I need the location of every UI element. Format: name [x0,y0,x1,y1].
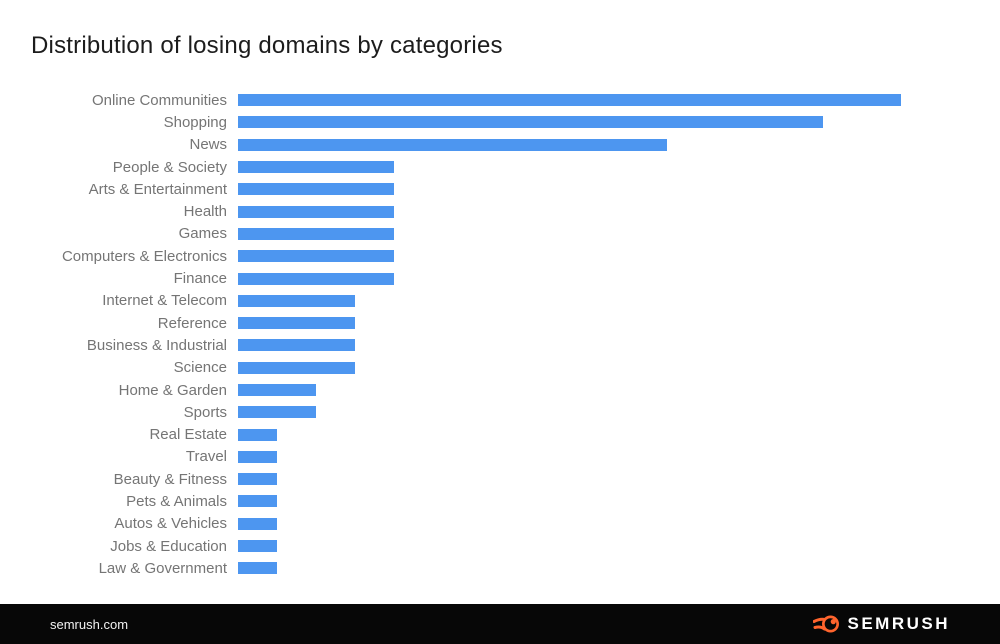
bar-track [238,94,1000,107]
bar-chart: Online Communities Shopping News People & S… [0,89,1000,580]
bar [238,116,823,129]
category-label: Autos & Vehicles [114,515,227,533]
bar [238,138,667,151]
category-label: Pets & Animals [126,492,227,510]
bar-track [238,517,1000,530]
chart-row: News [0,134,1000,156]
bar [238,428,277,441]
category-label: Arts & Entertainment [88,180,227,198]
bar-track [238,227,1000,240]
bar-track [238,294,1000,307]
bar [238,227,394,240]
bar [238,562,277,575]
bar-track [238,161,1000,174]
bar-track [238,205,1000,218]
chart-row: Games [0,223,1000,245]
bar [238,406,316,419]
chart-row: Arts & Entertainment [0,178,1000,200]
bar-track [238,473,1000,486]
bar [238,294,355,307]
category-label: Science [173,359,227,377]
bar-track [238,428,1000,441]
chart-row: Law & Government [0,557,1000,579]
bar-track [238,138,1000,151]
chart-row: Science [0,357,1000,379]
bar [238,450,277,463]
bar-track [238,361,1000,374]
category-label: Reference [157,314,227,332]
chart-row: Computers & Electronics [0,245,1000,267]
category-label: Health [183,203,227,221]
chart-row: Health [0,200,1000,222]
chart-row: Autos & Vehicles [0,513,1000,535]
category-label: Sports [183,403,227,421]
bar [238,272,394,285]
category-label: News [189,136,227,154]
chart-row: Business & Industrial [0,334,1000,356]
category-label: Computers & Electronics [61,247,227,265]
bar-track [238,406,1000,419]
chart-row: Beauty & Fitness [0,468,1000,490]
category-label: Real Estate [149,426,227,444]
category-label: People & Society [112,158,227,176]
category-label: Internet & Telecom [102,292,227,310]
chart-row: Reference [0,312,1000,334]
chart-row: Jobs & Education [0,535,1000,557]
bar-track [238,495,1000,508]
chart-row: Home & Garden [0,379,1000,401]
footer-bar: semrush.com SEMRUSH [0,604,1000,644]
bar [238,384,316,396]
category-label: Games [178,225,227,243]
semrush-brand-text: SEMRUSH [847,614,950,633]
category-label: Shopping [163,113,227,131]
chart-row: Internet & Telecom [0,290,1000,312]
chart-row: Finance [0,267,1000,289]
chart-row: Pets & Animals [0,490,1000,512]
bar-track [238,562,1000,575]
category-label: Online Communities [91,91,227,109]
bar [238,205,394,218]
bar [238,540,277,553]
bar-track [238,116,1000,129]
bar [238,517,277,530]
category-label: Travel [185,448,227,466]
chart-row: People & Society [0,156,1000,178]
bar-track [238,339,1000,352]
bar [238,161,394,174]
chart-row: Sports [0,401,1000,423]
bar [238,94,901,107]
chart-row: Travel [0,446,1000,468]
chart-row: Online Communities [0,89,1000,111]
bar [238,317,355,330]
bar [238,250,394,263]
category-label: Jobs & Education [110,537,227,555]
semrush-flame-icon [813,615,840,633]
category-label: Law & Government [98,559,227,577]
bar [238,361,355,374]
category-label: Home & Garden [118,381,227,399]
bar [238,473,277,486]
bar-track [238,317,1000,330]
bar-track [238,183,1000,196]
semrush-logo: SEMRUSH [813,613,950,635]
chart-row: Real Estate [0,423,1000,445]
bar [238,339,355,352]
category-label: Finance [173,270,227,288]
bar-track [238,272,1000,285]
bar [238,183,394,196]
bar-track [238,384,1000,396]
footer-site-text: semrush.com [50,616,129,632]
category-label: Beauty & Fitness [113,470,227,488]
bar-track [238,250,1000,263]
bar-track [238,450,1000,463]
chart-row: Shopping [0,111,1000,133]
bar-track [238,540,1000,553]
category-label: Business & Industrial [86,336,227,354]
bar [238,495,277,508]
chart-title: Distribution of losing domains by catego… [31,32,503,59]
